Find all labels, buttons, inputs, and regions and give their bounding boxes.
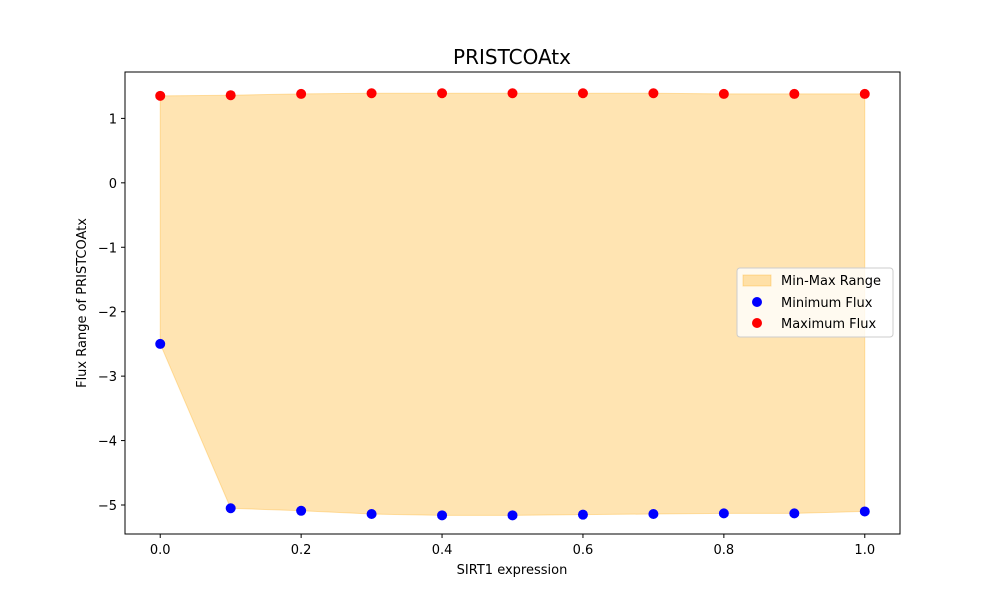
maximum-flux-point	[366, 88, 377, 99]
x-tick-label: 0.6	[573, 543, 594, 558]
legend-label-range: Min-Max Range	[781, 274, 881, 289]
minimum-flux-point	[789, 508, 800, 519]
minimum-flux-point	[507, 510, 518, 521]
maximum-flux-point	[859, 88, 870, 99]
y-axis: −5 −4 −3 −2 −1 0 1	[98, 112, 125, 514]
minimum-flux-point	[366, 509, 377, 520]
chart-title: PRISTCOAtx	[453, 45, 571, 69]
minimum-flux-point	[225, 503, 236, 514]
x-tick-label: 0.8	[714, 543, 735, 558]
y-tick-label: −5	[98, 499, 117, 514]
x-tick-label: 0.0	[150, 543, 171, 558]
y-tick-label: −2	[98, 306, 117, 321]
maximum-flux-point	[648, 88, 659, 99]
maximum-flux-point	[718, 88, 729, 99]
maximum-flux-point	[225, 90, 236, 101]
legend-marker-minimum	[752, 297, 762, 307]
minimum-flux-point	[155, 338, 166, 349]
maximum-flux-point	[155, 90, 166, 101]
minimum-flux-point	[296, 505, 307, 516]
y-tick-label: 1	[109, 112, 117, 127]
y-tick-label: 0	[109, 177, 117, 192]
legend-label-maximum: Maximum Flux	[781, 317, 877, 332]
legend-marker-maximum	[752, 318, 762, 328]
y-axis-label: Flux Range of PRISTCOAtx	[75, 218, 90, 388]
maximum-flux-point	[437, 88, 448, 99]
y-tick-label: −1	[98, 241, 117, 256]
y-tick-label: −3	[98, 370, 117, 385]
maximum-flux-point	[789, 88, 800, 99]
legend: Min-Max Range Minimum Flux Maximum Flux	[736, 267, 894, 338]
legend-swatch-range	[742, 274, 772, 287]
plot-area	[155, 88, 870, 521]
maximum-flux-point	[577, 88, 588, 99]
x-tick-label: 1.0	[854, 543, 875, 558]
minimum-flux-point	[577, 509, 588, 520]
minimum-flux-point	[859, 506, 870, 517]
x-axis-label: SIRT1 expression	[457, 563, 568, 578]
x-tick-label: 0.2	[291, 543, 312, 558]
legend-label-minimum: Minimum Flux	[781, 296, 873, 311]
maximum-flux-point	[507, 88, 518, 99]
minimum-flux-point	[648, 509, 659, 520]
x-axis: 0.0 0.2 0.4 0.6 0.8 1.0	[150, 534, 875, 558]
legend-box	[736, 267, 894, 338]
x-tick-label: 0.4	[432, 543, 453, 558]
maximum-flux-point	[296, 88, 307, 99]
minimum-flux-point	[437, 510, 448, 521]
minimum-flux-point	[718, 508, 729, 519]
axes-frame	[124, 71, 901, 535]
y-tick-label: −4	[98, 435, 117, 450]
